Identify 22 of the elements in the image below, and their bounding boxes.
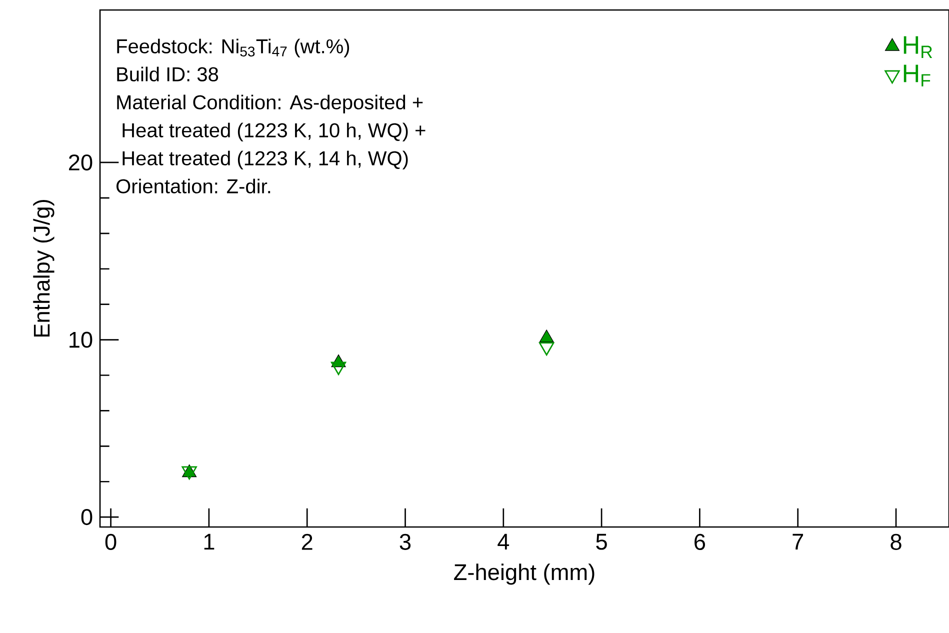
y-axis-title: Enthalpy (J/g) [33,200,54,337]
annotation: Orientation: Z-dir. [116,178,270,194]
x-axis-title: Z-height (mm) [454,564,594,585]
legend-label: H$_{R}$ [904,36,932,58]
annotation: Build ID: 38 [117,66,218,82]
x-tick-label: 8 [890,534,902,550]
x-tick-label: 7 [792,534,804,550]
x-tick-label: 2 [302,534,312,550]
x-tick-label: 4 [498,534,510,550]
y-tick-label: 0 [81,509,92,526]
x-tick-label: 6 [694,534,706,550]
y-tick-label: 20 [69,154,92,171]
x-tick-label: 3 [400,534,411,550]
x-tick-label: 5 [596,534,607,550]
annotation: Heat treated (1223 K, 14 h, WQ) [122,150,408,170]
x-tick-label: 0 [105,534,116,550]
annotation: Material Condition: As-deposited + [117,94,423,114]
legend-label: H$_{F}$ [904,64,930,86]
y-tick-label: 10 [70,332,92,348]
annotation: Heat treated (1223 K, 10 h, WQ) + [122,122,426,142]
annotation: Feedstock: Ni$_{53}$Ti$_{47}$ (wt.%) [117,38,350,58]
x-tick-label: 1 [204,534,214,550]
